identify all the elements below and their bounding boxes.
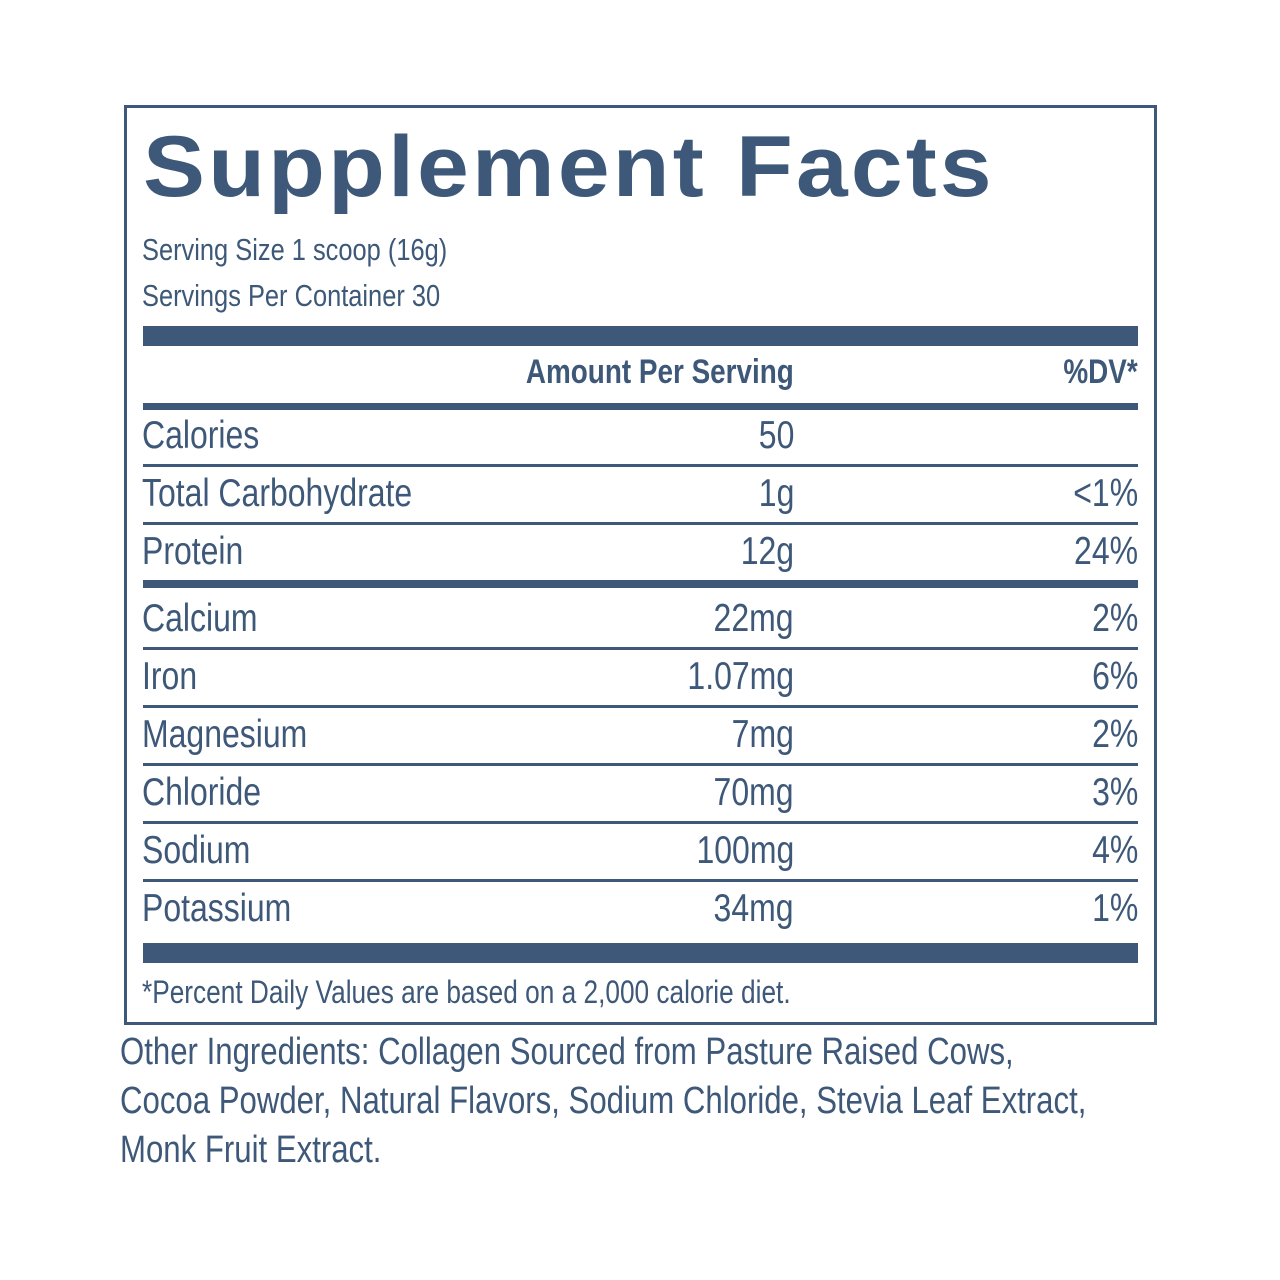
rule <box>143 403 1138 410</box>
amount: 34mg <box>713 887 794 930</box>
rule <box>143 522 1138 525</box>
rule <box>143 580 1138 588</box>
amount: 100mg <box>696 829 794 872</box>
nutrient-name: Chloride <box>142 771 262 814</box>
servings-per-container: Servings Per Container 30 <box>142 278 441 313</box>
facts-box <box>124 105 1157 1025</box>
amount: 1.07mg <box>687 655 794 698</box>
rule <box>143 705 1138 708</box>
nutrient-name: Potassium <box>142 887 292 930</box>
amount: 1g <box>758 472 794 515</box>
nutrient-name: Protein <box>142 530 244 573</box>
nutrient-name: Sodium <box>142 829 251 872</box>
rule <box>143 464 1138 467</box>
other-ingredients: Cocoa Powder, Natural Flavors, Sodium Ch… <box>120 1080 1087 1122</box>
amount: 70mg <box>713 771 794 814</box>
amount: 22mg <box>713 597 794 640</box>
nutrient-name: Calories <box>142 414 260 457</box>
daily-value: 6% <box>1091 655 1138 698</box>
daily-value: 2% <box>1091 597 1138 640</box>
daily-value: 2% <box>1091 713 1138 756</box>
thick-bar <box>143 943 1138 963</box>
thick-bar <box>143 326 1138 346</box>
amount: 50 <box>758 414 794 457</box>
rule <box>143 763 1138 766</box>
rule <box>143 821 1138 824</box>
nutrient-name: Magnesium <box>142 713 308 756</box>
daily-value: 4% <box>1091 829 1138 872</box>
nutrient-name: Total Carbohydrate <box>142 472 413 515</box>
amount: 7mg <box>731 713 794 756</box>
amount: 12g <box>740 530 794 573</box>
daily-value: <1% <box>1073 472 1138 515</box>
rule <box>143 879 1138 882</box>
footnote: *Percent Daily Values are based on a 2,0… <box>142 974 791 1010</box>
serving-size: Serving Size 1 scoop (16g) <box>142 232 448 267</box>
other-ingredients: Monk Fruit Extract. <box>120 1129 382 1171</box>
rule <box>143 647 1138 650</box>
nutrient-name: Iron <box>142 655 198 698</box>
daily-value: 24% <box>1073 530 1138 573</box>
column-header: Amount Per Serving <box>525 353 794 391</box>
other-ingredients: Other Ingredients: Collagen Sourced from… <box>120 1031 1014 1073</box>
title: Supplement Facts <box>143 119 995 215</box>
daily-value: 1% <box>1091 887 1138 930</box>
daily-value: 3% <box>1091 771 1138 814</box>
column-header: %DV* <box>1063 353 1138 391</box>
nutrient-name: Calcium <box>142 597 258 640</box>
